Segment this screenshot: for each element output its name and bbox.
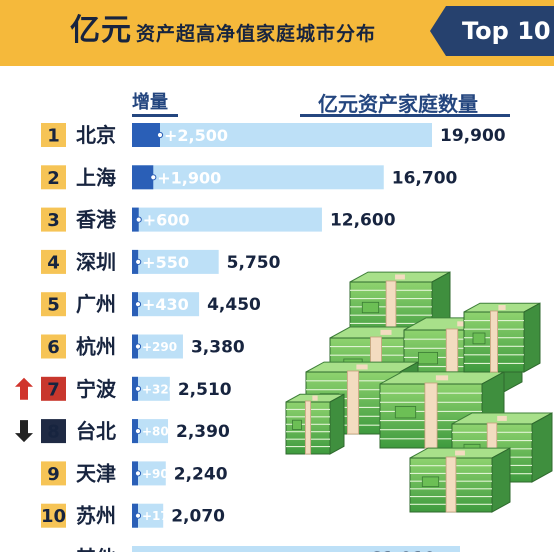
increase-label: +170 <box>142 509 177 523</box>
increase-marker <box>156 131 164 139</box>
increase-marker <box>134 470 142 477</box>
rank-label: 4 <box>47 252 60 273</box>
rank-box <box>41 376 66 401</box>
rank-box <box>41 419 66 444</box>
city-label: 台北 <box>76 419 116 443</box>
increase-label: +2,500 <box>164 126 228 145</box>
rank-up-arrow-icon <box>15 377 33 400</box>
bars-layer: 1 北京 +2,500 19,900 2 上海 +1,900 16,700 3 香港 +600 12,… <box>15 123 506 552</box>
total-label: 4,450 <box>207 295 261 315</box>
total-label: 2,070 <box>171 507 225 527</box>
total-label: 2,510 <box>178 380 232 400</box>
increase-bar <box>132 123 160 147</box>
city-label: 香港 <box>76 208 117 232</box>
increase-label: +90 <box>142 467 169 481</box>
total-bar <box>132 123 432 147</box>
increase-label: +430 <box>142 295 189 314</box>
rank-label: 10 <box>41 506 66 527</box>
rank-label: 1 <box>47 126 60 147</box>
increase-marker <box>134 385 142 392</box>
rank-box <box>41 461 66 486</box>
increase-label: +290 <box>142 340 177 354</box>
city-label: 深圳 <box>76 250 116 274</box>
increase-marker <box>134 428 142 435</box>
top-badge: Top 10 <box>430 6 554 56</box>
rank-box <box>41 292 66 317</box>
total-bar <box>132 249 219 274</box>
increase-label: +1,900 <box>157 168 221 187</box>
page-title: 亿元 资产超高净值家庭城市分布 <box>0 0 446 62</box>
rank-label: 3 <box>47 210 60 231</box>
total-label: 2,240 <box>174 464 228 484</box>
rank-label: 8 <box>47 422 60 443</box>
title-rest: 资产超高净值家庭城市分布 <box>135 23 376 45</box>
money-stack-icon <box>379 371 505 449</box>
increase-marker <box>135 216 142 223</box>
rank-label: 5 <box>47 295 60 316</box>
total-bar <box>132 165 384 190</box>
rank-box <box>41 207 66 232</box>
increase-marker <box>150 174 157 181</box>
total-label: 12,600 <box>330 211 396 231</box>
legend-total: 亿元资产家庭数量 <box>318 92 478 116</box>
total-label: 19,900 <box>440 126 506 146</box>
city-label: 天津 <box>76 461 116 485</box>
rank-box <box>41 123 66 147</box>
city-label: 杭州 <box>76 335 116 359</box>
money-stack-illustration <box>285 271 553 513</box>
money-stack-icon <box>463 302 541 373</box>
money-stack-icon <box>409 447 511 513</box>
total-label: 3,380 <box>191 338 245 358</box>
city-label: 广州 <box>76 292 116 316</box>
legend-increase-underline <box>132 114 178 117</box>
legend-increase: 增量 <box>132 92 168 113</box>
total-label: 2,390 <box>176 422 230 442</box>
total-label: 16,700 <box>392 168 458 188</box>
increase-marker <box>134 343 142 350</box>
city-label: 其他 <box>76 546 116 552</box>
rank-label: 6 <box>47 337 60 358</box>
rank-down-arrow-icon <box>15 420 33 443</box>
city-label: 宁波 <box>76 377 117 401</box>
city-label: 北京 <box>76 123 116 147</box>
city-label: 上海 <box>76 165 116 189</box>
rank-label: 2 <box>47 168 60 189</box>
increase-label: +550 <box>142 253 189 272</box>
rank-label: 9 <box>47 464 60 485</box>
rank-box <box>41 249 66 274</box>
total-bar <box>132 207 322 232</box>
total-bar <box>132 546 460 552</box>
increase-label: +80 <box>142 425 169 439</box>
total-label: 5,750 <box>227 253 281 273</box>
total-label: 61,010 <box>370 549 436 552</box>
increase-label: +320 <box>142 382 177 396</box>
increase-bar <box>132 207 139 232</box>
total-bar <box>132 292 200 317</box>
title-main: 亿元 <box>69 13 132 48</box>
rank-box <box>41 165 66 190</box>
city-label: 苏州 <box>76 504 116 528</box>
increase-marker <box>134 512 142 519</box>
legend-total-underline <box>300 114 510 117</box>
rank-label: 7 <box>47 379 60 400</box>
increase-marker <box>134 301 142 308</box>
money-stack-icon <box>285 393 345 455</box>
rank-box <box>41 334 66 359</box>
increase-marker <box>135 258 142 265</box>
rank-box <box>41 503 66 528</box>
increase-bar <box>132 165 154 190</box>
increase-label: +600 <box>143 211 190 230</box>
